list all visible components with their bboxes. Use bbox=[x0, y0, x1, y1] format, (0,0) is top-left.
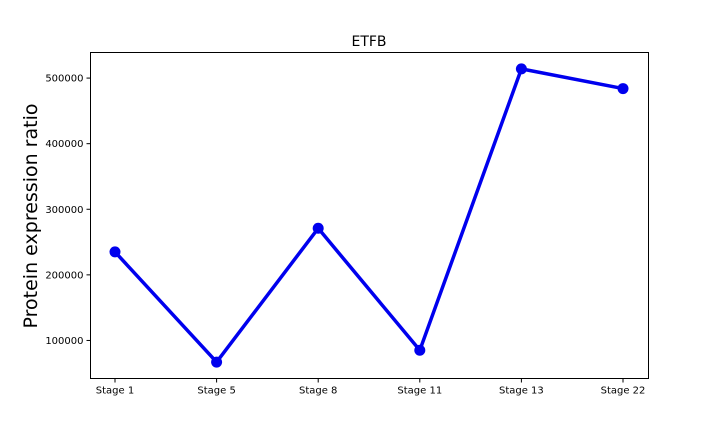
plot-area: 100000 200000 300000 400000 500000 Stage 1 Sta… bbox=[45, 63, 646, 397]
y-tick-label: 200000 bbox=[45, 270, 83, 281]
y-tick-label: 100000 bbox=[45, 336, 83, 347]
series-line bbox=[113, 67, 625, 364]
data-point bbox=[109, 246, 121, 258]
data-point bbox=[617, 83, 629, 95]
x-tick-label: Stage 22 bbox=[601, 386, 646, 397]
x-tick-label: Stage 8 bbox=[299, 386, 337, 397]
data-point bbox=[312, 222, 324, 234]
data-point bbox=[414, 344, 426, 356]
data-point bbox=[211, 356, 223, 368]
y-axis-label: Protein expression ratio bbox=[20, 104, 42, 329]
y-tick-label: 500000 bbox=[45, 74, 83, 85]
x-tick-label: Stage 11 bbox=[397, 386, 442, 397]
data-point bbox=[515, 63, 527, 75]
chart-title: ETFB bbox=[351, 34, 386, 50]
x-tick-label: Stage 1 bbox=[96, 386, 134, 397]
plot-frame bbox=[90, 52, 649, 379]
x-tick-label: Stage 13 bbox=[499, 386, 544, 397]
x-tick-label: Stage 5 bbox=[197, 386, 235, 397]
y-tick-label: 400000 bbox=[45, 139, 83, 150]
y-tick-label: 300000 bbox=[45, 205, 83, 216]
